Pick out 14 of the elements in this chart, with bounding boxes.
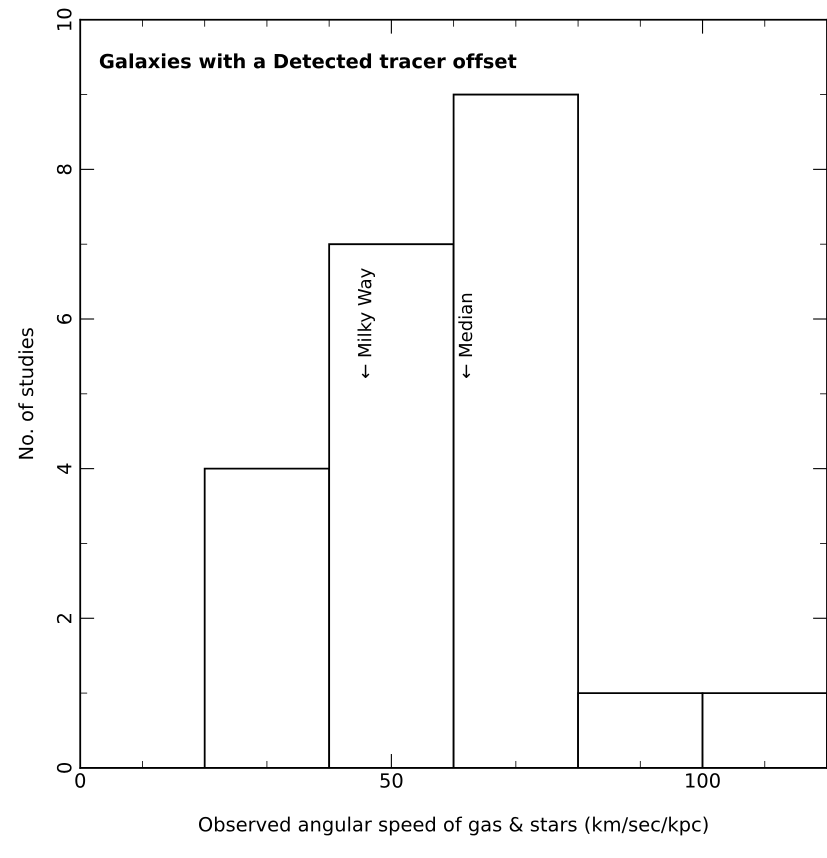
- x-tick-label: 0: [75, 773, 86, 788]
- x-tick-label: 50: [380, 773, 402, 788]
- text: Galaxies with a Detected tracer offset: [100, 53, 516, 68]
- y-tick-label: 6: [56, 314, 72, 324]
- annotation: ← Median: [458, 294, 472, 378]
- y-tick-label: 4: [57, 464, 72, 474]
- y-tick-label: 2: [56, 614, 72, 624]
- y-tick-label: 0: [56, 763, 72, 773]
- annotation: ← Milky Way: [358, 268, 375, 378]
- y-tick-label: 10: [56, 8, 72, 30]
- y-axis-title: No. of studies: [18, 328, 34, 459]
- x-axis-title: Observed angular speed of gas & stars (km/sec/kpc): [198, 816, 708, 836]
- x-tick-label: 100: [686, 773, 720, 788]
- y-tick-label: 8: [56, 164, 72, 174]
